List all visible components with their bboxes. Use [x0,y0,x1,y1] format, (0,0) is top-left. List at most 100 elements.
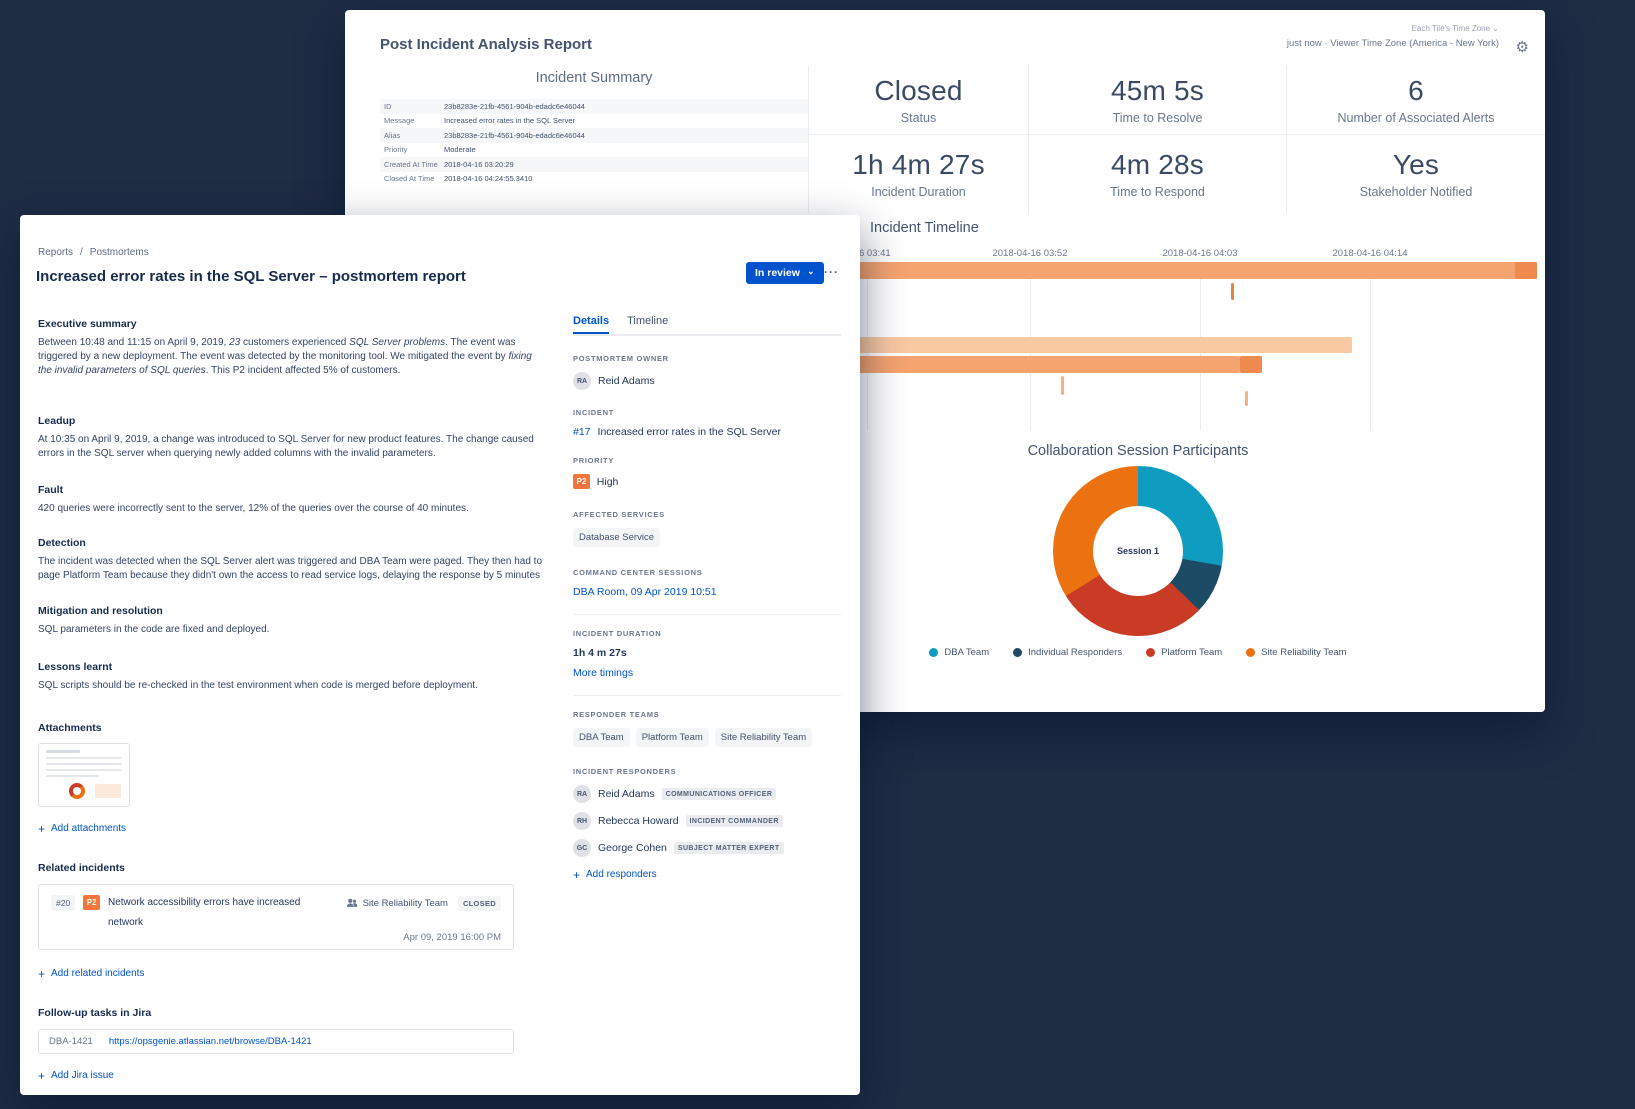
row-label: ID [384,101,392,111]
tile-label: Number of Associated Alerts [1337,111,1495,125]
text-run-italic: fixing the invalid parameters of SQL que… [38,351,532,376]
timeline-bar [1061,376,1064,395]
tile-timezone-dropdown[interactable]: Each Tile's Time Zone ⌄ [1287,24,1499,33]
related-incident-row: #20 P2 Network accessibility errors have… [51,893,501,933]
add-responders-link[interactable]: + Add responders [573,869,841,881]
tile-timezone-label: Each Tile's Time Zone [1411,24,1491,33]
section-body: 420 queries were incorrectly sent to the… [38,503,469,514]
section-jira-tasks: Follow-up tasks in Jira DBA-1421 https:/… [38,1007,546,1082]
services-row: Database Service [573,528,841,547]
participants-title: Collaboration Session Participants [1027,443,1249,459]
priority-row: P2 High [573,474,841,489]
legend-dot [1013,648,1023,657]
related-incident-card[interactable]: #20 P2 Network accessibility errors have… [38,884,514,950]
table-row: Priority Moderate [380,143,808,158]
incident-id-link[interactable]: #17 [573,426,591,438]
tile-value: 6 [1408,75,1424,106]
row-label: Alias [384,130,401,140]
section-heading: Lessons learnt [38,661,113,673]
tile-value: Yes [1392,149,1440,180]
sessions-row: DBA Room, 09 Apr 2019 10:51 [573,586,841,598]
row-value: 23b8283e-21fb-4561-904b-edadc6e46044 [444,130,585,140]
section-body: Between 10:48 and 11:15 on April 9, 2019… [38,336,546,378]
incident-message: Network accessibility errors have increa… [107,897,301,928]
jira-link[interactable]: https://opsgenie.atlassian.net/browse/DB… [108,1036,312,1047]
timeline-axis-label: 2018-04-16 04:14 [1332,248,1408,259]
responder-row: RA Reid Adams COMMUNICATIONS OFFICER [573,785,841,803]
timeline-bar [1515,262,1537,279]
section-heading: Executive summary [38,318,137,330]
tile-value: 4m 28s [1110,149,1205,180]
owner-name: Reid Adams [598,375,655,387]
more-timings-link[interactable]: More timings [573,667,634,679]
tab-timeline[interactable]: Timeline [627,315,669,327]
service-tag: Database Service [573,528,660,547]
responder-name: Reid Adams [598,788,655,800]
incident-team-label: Site Reliability Team [362,897,448,909]
timeline-bar [1231,283,1234,300]
breadcrumb-reports[interactable]: Reports [38,247,74,258]
table-row: ID 23b8283e-21fb-4561-904b-edadc6e46044 [380,99,808,114]
field-label-incident: INCIDENT [573,408,615,417]
legend-dot [1246,648,1256,657]
status-label: In review [755,267,800,279]
legend-dot [929,648,939,657]
chevron-down-icon: ⌄ [1492,24,1499,33]
text-run-italic: SQL Server problems [349,337,446,348]
table-row: Message Increased error rates in the SQL … [380,114,808,129]
status-badge: CLOSED [457,895,501,911]
session-link[interactable]: DBA Room, 09 Apr 2019 10:51 [573,586,717,598]
text-run: Between 10:48 and 11:15 on April 9, 2019… [38,337,230,348]
section-attachments: Attachments + Add attachments [38,722,546,835]
add-attachments-link[interactable]: + Add attachments [38,823,546,835]
add-attachments-label: Add attachments [51,823,127,834]
table-row: Alias 23b8283e-21fb-4561-904b-edadc6e4604… [380,128,808,143]
thumbnail-line [46,769,122,771]
row-value: 2018-04-16 03:20:29 [444,159,514,169]
tile-label: Incident Duration [871,185,966,199]
timeline-gridline [1370,262,1371,430]
add-related-incidents-link[interactable]: + Add related incidents [38,968,546,980]
row-value: 2018-04-16 04:24:55.3410 [444,174,533,184]
timeline-bar [1245,391,1248,406]
attachment-thumbnail[interactable] [38,743,130,807]
thumbnail-line [46,775,100,777]
gear-icon[interactable]: ⚙ [1515,39,1529,56]
breadcrumb-postmortems[interactable]: Postmortems [89,247,149,258]
jira-task-row: DBA-1421 https://opsgenie.atlassian.net/… [38,1029,514,1054]
table-row: Closed At Time 2018-04-16 04:24:55.3410 [380,172,808,187]
section-heading: Mitigation and resolution [38,605,163,617]
status-dropdown-button[interactable]: In review ⌄ [746,262,824,284]
timeline-axis-label: 6 03:41 [859,248,891,259]
add-jira-issue-link[interactable]: + Add Jira issue [38,1070,546,1082]
section-fault: Fault 420 queries were incorrectly sent … [38,484,546,516]
add-related-label: Add related incidents [51,968,145,979]
field-label-duration: INCIDENT DURATION [573,629,662,638]
breadcrumb-separator: / [80,247,83,258]
row-value: 23b8283e-21fb-4561-904b-edadc6e46044 [444,101,585,111]
priority-badge: P2 [573,474,590,489]
section-heading: Attachments [38,722,102,734]
tab-details[interactable]: Details [573,315,609,334]
incident-timeline-title: Incident Timeline [870,220,979,236]
add-responders-label: Add responders [586,869,657,880]
section-heading: Detection [38,537,86,549]
section-body: SQL parameters in the code are fixed and… [38,624,270,635]
donut-legend: DBA Team Individual Responders Platform … [865,647,1411,658]
avatar: RA [573,785,591,803]
incident-date: Apr 09, 2019 16:00 PM [403,932,501,943]
row-value: Increased error rates in the SQL Server [444,116,576,126]
timeline-axis-label: 2018-04-16 04:03 [1162,248,1238,259]
details-tabs: Details Timeline [573,315,841,336]
text-run: . This P2 incident affected 5% of custom… [205,365,401,376]
breadcrumb: Reports / Postmortems [38,247,149,258]
section-heading: Leadup [38,415,76,427]
priority-value: High [596,475,619,488]
section-heading: Follow-up tasks in Jira [38,1007,152,1019]
section-body: SQL scripts should be re-checked in the … [38,680,478,691]
tile-associated-alerts: 6 Number of Associated Alerts [1286,66,1545,135]
responder-name: Rebecca Howard [598,815,679,827]
more-actions-button[interactable]: ··· [824,265,839,279]
responder-row: RH Rebecca Howard INCIDENT COMMANDER [573,812,841,830]
